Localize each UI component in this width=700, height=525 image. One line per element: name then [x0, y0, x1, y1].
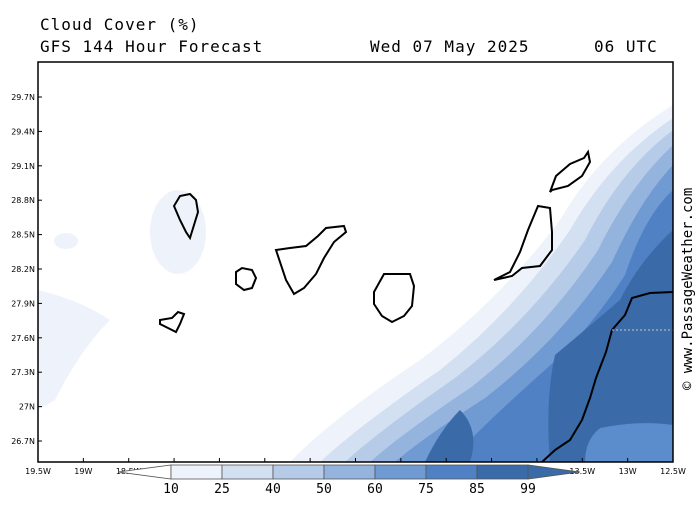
legend-value: 75 [418, 482, 434, 497]
lat-tick-label: 27.6N [11, 334, 35, 343]
credit-text: © www.PassageWeather.com [680, 188, 696, 390]
african-coast [541, 291, 673, 462]
legend-swatch [374, 464, 427, 480]
el-hierro-island [159, 310, 186, 334]
legend-swatch [425, 464, 478, 480]
lat-tick-label: 28.5N [11, 231, 35, 240]
legend-value: 85 [469, 482, 485, 497]
lat-tick-label: 29.4N [11, 127, 35, 136]
lon-tick-label: 13.5W [569, 467, 595, 476]
legend-value: 25 [214, 482, 230, 497]
forecast-subtitle: GFS 144 Hour Forecast [40, 37, 264, 56]
legend-swatch [170, 464, 223, 480]
lat-tick-label: 27.9N [11, 299, 35, 308]
forecast-date: Wed 07 May 2025 [370, 37, 530, 56]
cloud-shading [38, 105, 673, 462]
legend-value: 40 [265, 482, 281, 497]
la-palma-island [172, 192, 200, 241]
legend-swatch [476, 464, 529, 480]
legend-swatch [272, 464, 325, 480]
legend-swatch [323, 464, 376, 480]
lat-tick-label: 26.7N [11, 437, 35, 446]
lat-tick-label: 27.3N [11, 368, 35, 377]
credit-watermark: © www.PassageWeather.com [680, 188, 696, 390]
legend-value: 50 [316, 482, 332, 497]
lon-tick-label: 19W [74, 467, 92, 476]
legend-value: 99 [520, 482, 536, 497]
fuerteventura-island [493, 204, 553, 281]
lon-tick-label: 13W [619, 467, 637, 476]
tenerife-island [274, 224, 348, 296]
color-legend: 10 25 40 50 60 75 85 99 [117, 464, 581, 497]
lat-tick-label: 28.8N [11, 196, 35, 205]
lon-tick-label: 19.5W [25, 467, 51, 476]
gran-canaria-island [373, 273, 416, 324]
lanzarote-island [549, 149, 592, 193]
la-gomera-island [235, 266, 258, 292]
forecast-time: 06 UTC [594, 37, 658, 56]
legend-value: 10 [163, 482, 179, 497]
lat-tick-label: 28.2N [11, 265, 35, 274]
legend-value: 60 [367, 482, 383, 497]
lat-tick-label: 29.7N [11, 93, 35, 102]
legend-arrow-right [527, 464, 581, 480]
legend-swatch [221, 464, 274, 480]
lat-tick-label: 29.1N [11, 162, 35, 171]
coastlines [159, 149, 673, 462]
lat-tick-label: 27N [19, 403, 35, 412]
lon-tick-label: 12.5W [660, 467, 686, 476]
map-title: Cloud Cover (%) [40, 15, 200, 34]
